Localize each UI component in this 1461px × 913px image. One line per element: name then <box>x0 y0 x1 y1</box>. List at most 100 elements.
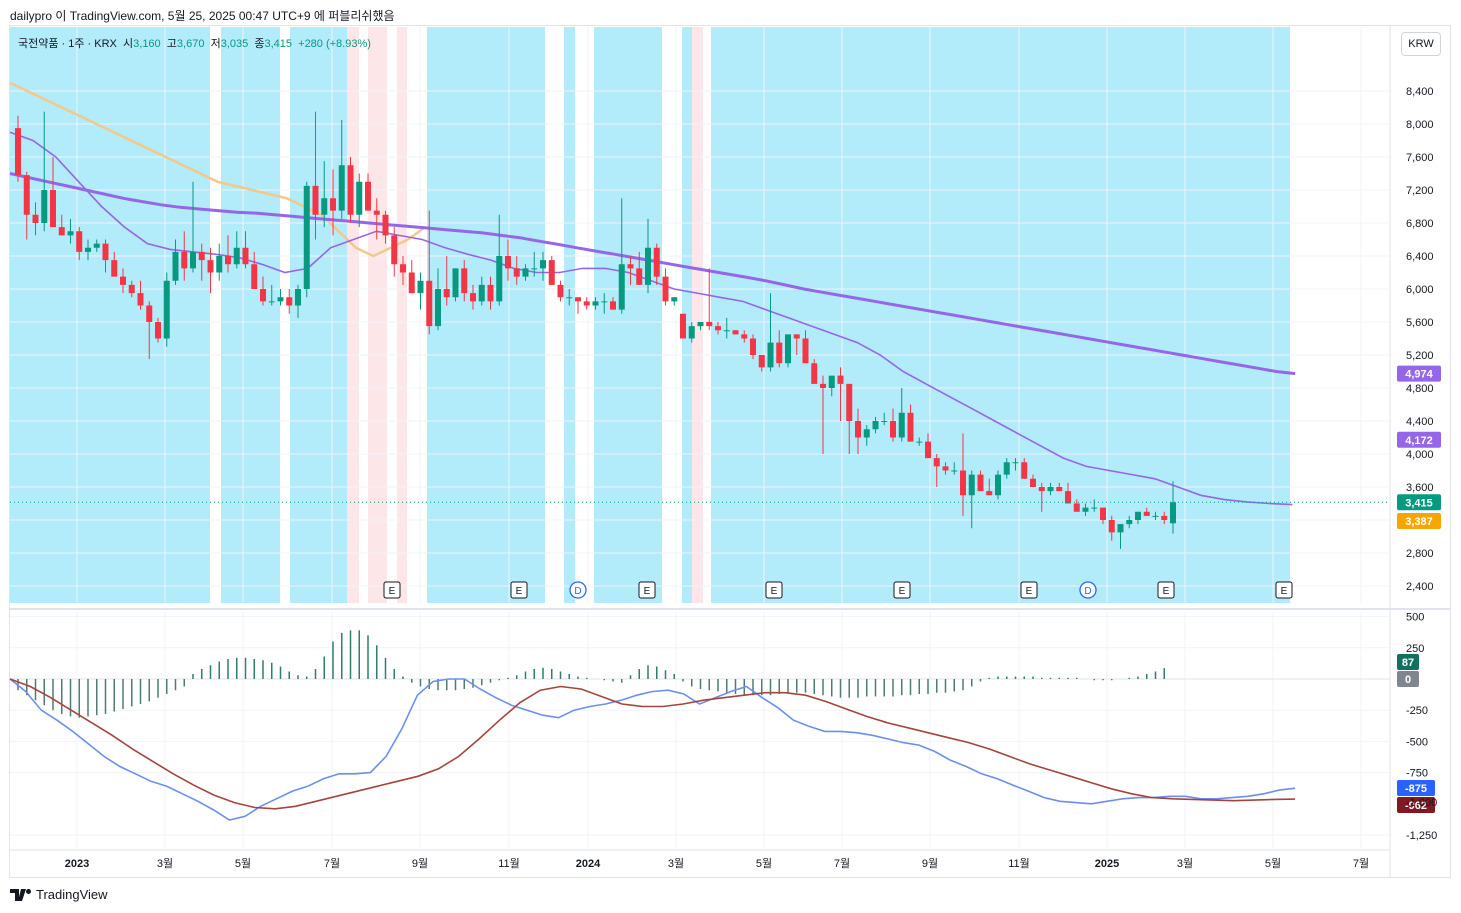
tradingview-brand-label: TradingView <box>36 887 108 902</box>
earnings-marker-icon[interactable] <box>1020 581 1038 599</box>
candle-body <box>408 272 415 294</box>
ma-slow-line <box>9 172 1296 376</box>
candle-body <box>811 363 818 384</box>
signal-line <box>9 678 1296 810</box>
candle-body <box>688 326 695 339</box>
candle-body <box>793 334 800 339</box>
event-label: E <box>899 586 906 597</box>
time-tick-label: 5월 <box>235 857 251 870</box>
time-tick-label: 2025 <box>1095 858 1119 870</box>
price-badge-label: 4,974 <box>1405 369 1433 381</box>
candle-body <box>785 334 791 364</box>
price-axis[interactable]: 2,4002,8003,2003,6004,0004,4004,8005,200… <box>1406 86 1434 593</box>
candle-body <box>723 330 730 332</box>
candle-body <box>802 338 809 364</box>
earnings-marker-icon[interactable] <box>1275 581 1293 599</box>
price-tick-label: 2,800 <box>1406 548 1434 560</box>
candle-body <box>863 429 870 438</box>
candle-body <box>128 284 135 294</box>
macd-labels: 87 0 -875 -962-1,000 <box>1397 654 1437 813</box>
background-zone <box>10 27 210 603</box>
background-zone <box>427 27 545 603</box>
background-zone <box>692 27 703 603</box>
candle-body <box>662 276 669 302</box>
chart-frame <box>9 25 1451 878</box>
candle-body <box>400 264 406 273</box>
candle-body <box>1038 487 1045 492</box>
background-zone <box>221 27 280 603</box>
candle-body <box>583 301 590 306</box>
time-tick-label: 9월 <box>412 857 428 870</box>
candle-body <box>76 231 83 252</box>
high-value: 3,670 <box>176 38 205 50</box>
price-badge <box>1397 365 1441 382</box>
candle-body <box>505 256 511 269</box>
price-labels: 4,974 4,172 3,415 3,387 <box>1397 365 1441 529</box>
candle-body <box>32 214 39 223</box>
candle-body <box>338 165 345 211</box>
earnings-marker-icon[interactable] <box>1157 581 1175 599</box>
candle-body <box>741 334 748 339</box>
candle-body <box>251 264 258 289</box>
time-axis[interactable]: 2023 3월 5월 7월 9월 11월 2024 3월 5월 7월 9월 11월 2025 3월 5월 7월 <box>65 857 1369 870</box>
price-badge-label: 4,172 <box>1405 435 1433 447</box>
candle-body <box>750 338 756 355</box>
macd-tick-label: -500 <box>1406 736 1428 748</box>
earnings-marker-icon[interactable] <box>510 581 528 599</box>
candle-body <box>312 185 319 215</box>
candle-body <box>356 181 363 215</box>
candle-body <box>496 256 503 302</box>
tradingview-logo-icon <box>10 888 31 901</box>
macd-tick-label: 250 <box>1406 643 1424 655</box>
candle-body <box>1126 520 1133 525</box>
candle-body <box>58 227 65 236</box>
earnings-marker-icon[interactable] <box>638 581 656 599</box>
symbol-name[interactable]: 국전약품 · 1주 · KRX <box>18 38 117 50</box>
dividend-marker-icon[interactable] <box>1079 581 1097 599</box>
candle-body <box>391 235 398 265</box>
candle-body <box>995 474 1001 496</box>
candle-body <box>1135 511 1141 520</box>
candle-body <box>1091 507 1098 509</box>
candle-body <box>242 247 249 265</box>
macd-axis[interactable]: 500 250 -250 -500 -750 -1,250 <box>1406 612 1437 842</box>
change-value: +280 (+8.93%) <box>298 38 371 50</box>
candle-body <box>627 264 634 269</box>
candle-body <box>890 421 896 438</box>
event-label: E <box>644 586 651 597</box>
event-label: D <box>1084 586 1091 597</box>
candle-body <box>190 251 196 269</box>
time-tick-label: 11월 <box>1008 857 1030 870</box>
candle-body <box>260 289 266 302</box>
earnings-marker-icon[interactable] <box>383 581 401 599</box>
candle-body <box>277 297 284 302</box>
candle-body <box>522 268 529 277</box>
candle-body <box>137 293 144 306</box>
candle-body <box>330 198 336 211</box>
time-tick-label: 3월 <box>157 857 173 870</box>
moving-averages <box>9 81 1296 506</box>
event-label: E <box>1026 586 1033 597</box>
earnings-marker-icon[interactable] <box>765 581 783 599</box>
candle-body <box>531 268 538 270</box>
candle-body <box>181 251 188 269</box>
candle-body <box>382 214 389 236</box>
candle-body <box>365 181 371 211</box>
price-tick-label: 6,800 <box>1406 218 1434 230</box>
candle-body <box>767 342 774 368</box>
dividend-marker-icon[interactable] <box>569 581 587 599</box>
earnings-marker-icon[interactable] <box>893 581 911 599</box>
publish-info: dailypro 이 TradingView.com, 5월 25, 2025 … <box>10 9 395 23</box>
background-zone <box>347 27 359 603</box>
tradingview-brand[interactable]: TradingView <box>10 887 108 902</box>
candle-body <box>706 322 713 327</box>
time-tick-label: 2023 <box>65 858 89 870</box>
candle-body <box>1082 507 1089 512</box>
currency-button[interactable]: KRW <box>1401 32 1441 56</box>
candle-body <box>155 322 161 339</box>
candle-body <box>233 247 240 265</box>
candle-body <box>163 280 170 339</box>
candle-body <box>610 301 616 310</box>
